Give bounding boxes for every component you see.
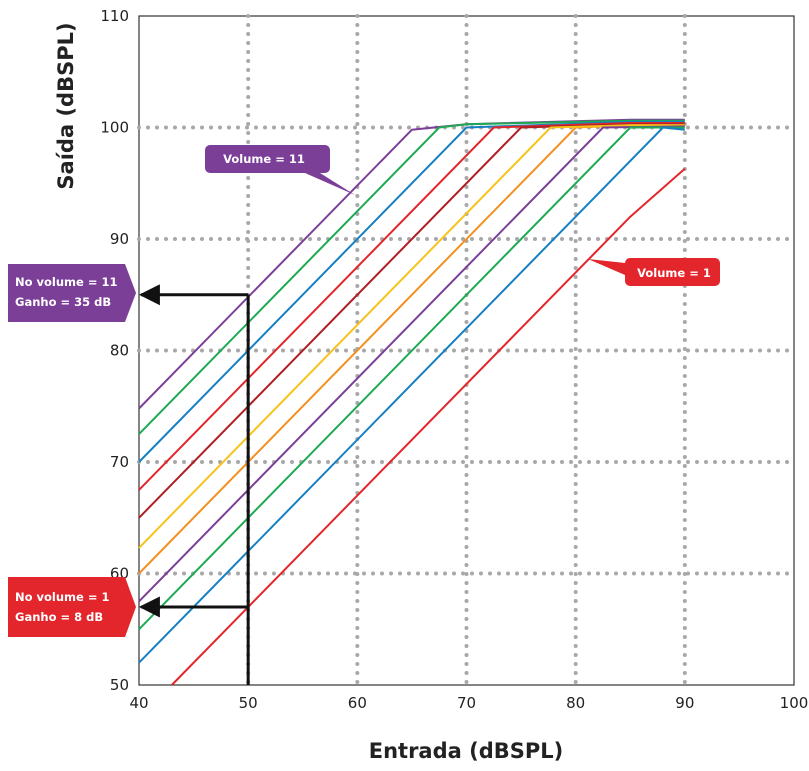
series-line-7	[138, 124, 685, 549]
x-tick-label-90: 90	[675, 694, 694, 712]
y-axis-title: Saída (dBSPL)	[54, 22, 78, 189]
series-lines	[138, 118, 686, 686]
series-line-10	[138, 126, 685, 664]
series-line-11	[171, 168, 686, 686]
y-tick-label-110: 110	[100, 7, 129, 25]
callout-volume-1-text: Volume = 1	[637, 266, 711, 280]
callout-gain-1-line2: Ganho = 8 dB	[15, 610, 103, 624]
y-tick-label-70: 70	[110, 453, 129, 471]
y-tick-label-90: 90	[110, 230, 129, 248]
callout-gain-11-line1: No volume = 11	[15, 275, 117, 289]
callout-gain-volume-11: No volume = 11 Ganho = 35 dB	[8, 264, 136, 322]
callout-volume-1: Volume = 1	[588, 258, 720, 286]
x-tick-label-60: 60	[348, 694, 367, 712]
x-tick-label-40: 40	[129, 694, 148, 712]
reference-arrows	[138, 284, 250, 685]
x-tick-label-50: 50	[239, 694, 258, 712]
x-axis-title: Entrada (dBSPL)	[369, 739, 564, 763]
x-tick-label-80: 80	[566, 694, 585, 712]
x-tick-label-70: 70	[457, 694, 476, 712]
series-line-2	[138, 119, 685, 435]
y-tick-label-50: 50	[110, 676, 129, 694]
callout-volume-11-text: Volume = 11	[223, 152, 305, 166]
callout-gain-11-line2: Ganho = 35 dB	[15, 295, 111, 309]
series-line-4	[138, 122, 685, 491]
callout-gain-volume-1: No volume = 1 Ganho = 8 dB	[8, 577, 136, 637]
callout-volume-11: Volume = 11	[205, 145, 355, 195]
y-tick-label-100: 100	[100, 119, 129, 137]
y-tick-label-80: 80	[110, 342, 129, 360]
x-tick-label-100: 100	[780, 694, 809, 712]
callout-gain-1-line1: No volume = 1	[15, 590, 109, 604]
